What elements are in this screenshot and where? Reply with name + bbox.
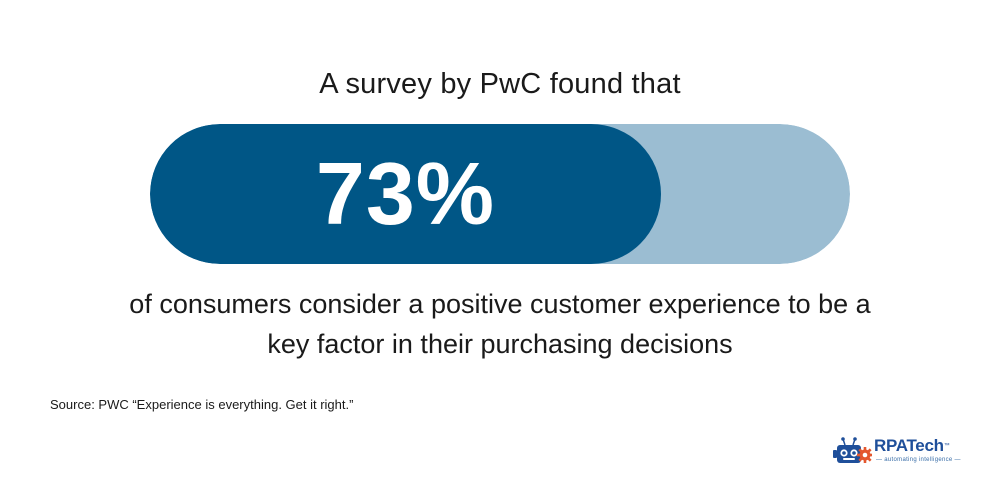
progress-bar bbox=[150, 124, 850, 264]
caption-line-2: key factor in their purchasing decisions bbox=[267, 329, 733, 359]
brand-tech: Tech bbox=[906, 436, 944, 455]
trademark: ™ bbox=[943, 443, 950, 449]
caption-line-1: of consumers consider a positive custome… bbox=[129, 289, 871, 319]
source-note: Source: PWC “Experience is everything. G… bbox=[50, 397, 354, 412]
robot-gear-icon bbox=[833, 437, 872, 463]
progress-fill bbox=[150, 124, 661, 264]
brand-tagline: — automating intelligence — bbox=[876, 457, 961, 463]
brand-wordmark: RPATech™ bbox=[874, 436, 950, 456]
stat-caption: of consumers consider a positive custome… bbox=[0, 284, 1000, 364]
stat-value: 73% bbox=[315, 144, 496, 243]
brand-rpa: RPA bbox=[874, 436, 907, 455]
brand-logo: RPATech™ — automating intelligence — bbox=[832, 436, 961, 470]
headline: A survey by PwC found that bbox=[319, 68, 681, 100]
